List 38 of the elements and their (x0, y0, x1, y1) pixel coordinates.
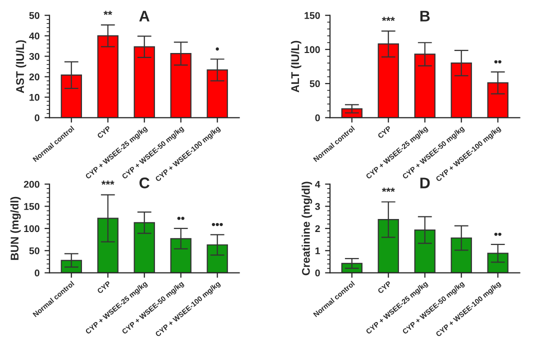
y-tick-label: 40 (29, 32, 40, 40)
bar (341, 108, 362, 118)
y-tick-label: 0 (315, 114, 320, 122)
chart-title: C (139, 178, 150, 188)
y-tick-label: 150 (24, 203, 40, 210)
y-tick-label: 30 (29, 53, 40, 60)
y-tick-label: 0 (34, 114, 40, 122)
annotation: ** (104, 10, 112, 15)
y-tick-label: 2 (315, 225, 320, 232)
y-axis-title: BUN (mg/dl) (10, 196, 21, 260)
annotation: • (216, 47, 219, 51)
annotation: •• (494, 232, 502, 236)
y-tick-label: 4 (315, 180, 320, 188)
chart-title: A (139, 10, 150, 22)
y-axis-title: ALT (IU/L) (290, 40, 302, 92)
y-tick-label: 0 (315, 270, 320, 276)
annotation: •• (177, 216, 184, 220)
y-tick-label: 50 (310, 80, 320, 88)
y-axis-title: AST (IU/L) (16, 40, 26, 94)
y-tick-label: 200 (24, 180, 40, 188)
y-tick-label: 50 (29, 247, 40, 254)
y-tick-label: 100 (304, 46, 320, 54)
annotation: ••• (212, 222, 223, 226)
annotation: *** (382, 188, 395, 192)
y-axis-title: Creatinine (mg/dl) (302, 182, 312, 276)
y-tick-label: 1 (315, 247, 320, 254)
y-tick-label: 20 (29, 73, 40, 80)
annotation: *** (101, 180, 114, 185)
annotation: •• (494, 60, 502, 64)
y-tick-label: 50 (29, 12, 40, 19)
annotation: *** (382, 16, 395, 22)
y-tick-label: 3 (315, 203, 320, 210)
chart-title: B (420, 10, 430, 22)
y-tick-label: 150 (304, 12, 320, 19)
chart-title: D (420, 178, 430, 188)
y-tick-label: 100 (24, 225, 40, 232)
y-tick-label: 10 (30, 94, 40, 101)
y-tick-label: 0 (34, 270, 40, 276)
